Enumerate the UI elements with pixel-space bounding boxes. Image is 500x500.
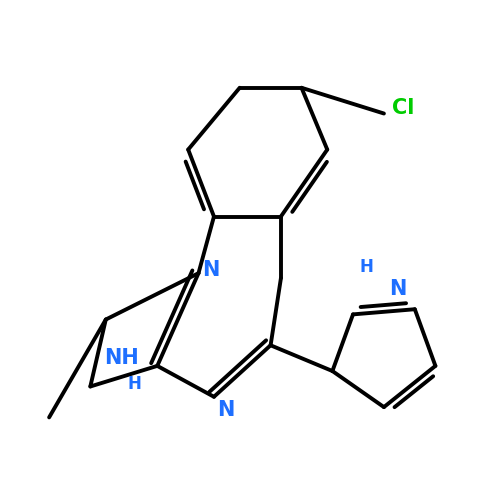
- Text: H: H: [128, 376, 142, 394]
- Text: N: N: [217, 400, 234, 420]
- Text: H: H: [360, 258, 374, 276]
- Text: N: N: [389, 278, 406, 298]
- Text: Cl: Cl: [392, 98, 414, 118]
- Text: N: N: [202, 260, 220, 280]
- Text: NH: NH: [104, 348, 139, 368]
